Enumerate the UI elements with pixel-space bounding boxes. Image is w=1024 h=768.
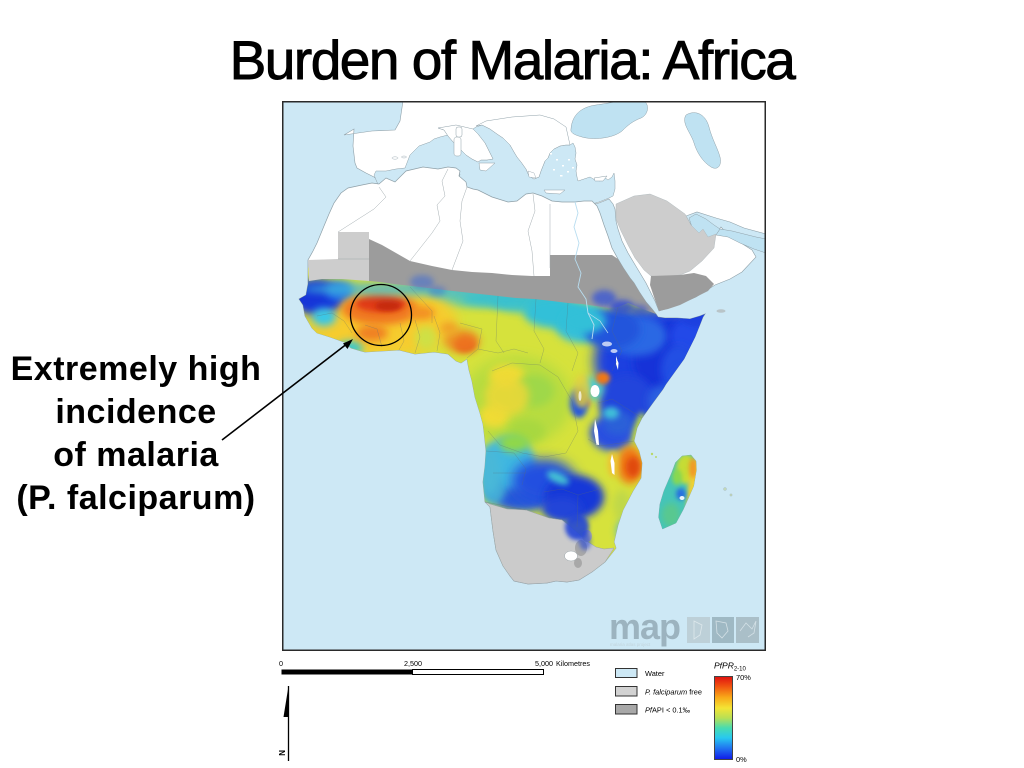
svg-text:P. falciparum free: P. falciparum free bbox=[645, 688, 702, 697]
svg-text:70%: 70% bbox=[736, 673, 751, 682]
svg-text:5,000: 5,000 bbox=[535, 659, 553, 668]
svg-text:N: N bbox=[277, 750, 286, 756]
svg-text:Kilometres: Kilometres bbox=[556, 659, 590, 668]
svg-text:0: 0 bbox=[279, 659, 283, 668]
svg-text:PfAPI < 0.1‰: PfAPI < 0.1‰ bbox=[645, 706, 691, 715]
svg-text:malaria atlas project: malaria atlas project bbox=[610, 642, 651, 647]
svg-text:2,500: 2,500 bbox=[404, 659, 422, 668]
svg-text:map: map bbox=[609, 606, 680, 647]
svg-text:0%: 0% bbox=[736, 755, 747, 764]
svg-text:PfPR2-10: PfPR2-10 bbox=[714, 661, 747, 673]
svg-text:Water: Water bbox=[645, 669, 665, 678]
